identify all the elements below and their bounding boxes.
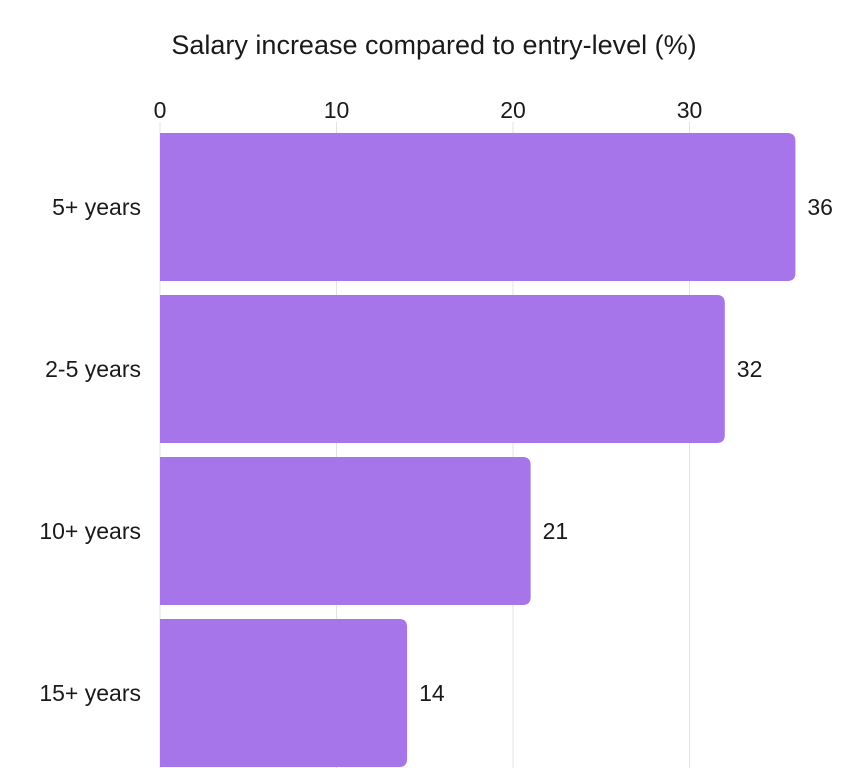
x-tick-label-0: 0 xyxy=(154,97,167,123)
category-label: 2-5 years xyxy=(45,356,141,382)
category-label: 5+ years xyxy=(52,194,141,220)
bar-2-5-years xyxy=(160,295,725,443)
category-label: 10+ years xyxy=(39,518,141,544)
data-label: 21 xyxy=(543,518,569,544)
data-labels: 36 32 21 14 xyxy=(419,194,833,706)
data-label: 14 xyxy=(419,680,445,706)
data-label: 36 xyxy=(807,194,833,220)
bar-15-years xyxy=(160,619,408,767)
data-label: 32 xyxy=(737,356,763,382)
x-tick-label-30: 30 xyxy=(677,97,703,123)
category-label: 15+ years xyxy=(39,680,141,706)
x-tick-label-10: 10 xyxy=(324,97,350,123)
bars xyxy=(160,133,796,767)
bar-5-years xyxy=(160,133,796,281)
x-tick-label-20: 20 xyxy=(500,97,526,123)
bar-10-years xyxy=(160,457,531,605)
chart-title: Salary increase compared to entry-level … xyxy=(171,30,696,60)
category-labels: 5+ years 2-5 years 10+ years 15+ years xyxy=(39,194,141,706)
x-axis-ticks: 0 10 20 30 xyxy=(154,97,703,123)
